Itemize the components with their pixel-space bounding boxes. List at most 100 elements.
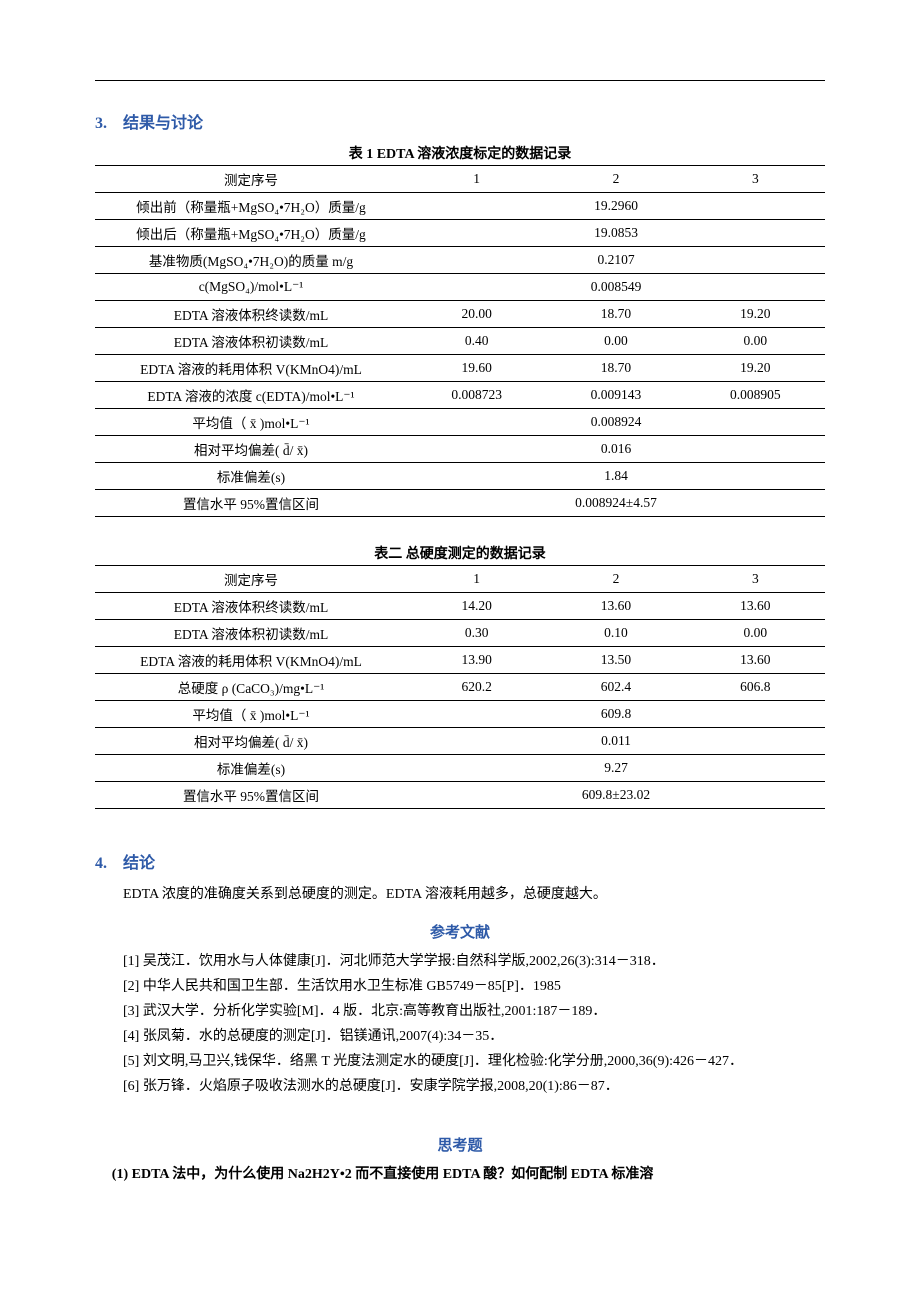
row-cell: 0.40 xyxy=(407,328,546,355)
table-row: 平均值（ x̄ )mol•L⁻¹0.008924 xyxy=(95,409,825,436)
table1-caption: 表 1 EDTA 溶液浓度标定的数据记录 xyxy=(95,143,825,163)
row-cell: 13.60 xyxy=(546,593,685,620)
table-row: 相对平均偏差( d̄/ x̄)0.011 xyxy=(95,728,825,755)
table-row: EDTA 溶液的耗用体积 V(KMnO4)/mL19.6018.7019.20 xyxy=(95,355,825,382)
section-4-heading: 4. 结论 xyxy=(95,849,825,873)
row-label: EDTA 溶液的浓度 c(EDTA)/mol•L⁻¹ xyxy=(95,382,407,409)
table-row: 倾出前（称量瓶+MgSO₄•7H₂O）质量/g19.2960 xyxy=(95,193,825,220)
table-row: 平均值（ x̄ )mol•L⁻¹609.8 xyxy=(95,701,825,728)
references-heading: 参考文献 xyxy=(95,921,825,942)
row-cell: 19.20 xyxy=(686,355,825,382)
row-label: 置信水平 95%置信区间 xyxy=(95,782,407,809)
section-3-heading: 3. 结果与讨论 xyxy=(95,109,825,133)
table2-header-c2: 2 xyxy=(546,566,685,593)
row-label: 标准偏差(s) xyxy=(95,463,407,490)
row-span-value: 1.84 xyxy=(407,463,825,490)
row-label: EDTA 溶液的耗用体积 V(KMnO4)/mL xyxy=(95,355,407,382)
row-span-value: 9.27 xyxy=(407,755,825,782)
row-cell: 18.70 xyxy=(546,355,685,382)
conclusion-text: EDTA 浓度的准确度关系到总硬度的测定。EDTA 溶液耗用越多，总硬度越大。 xyxy=(95,883,825,907)
row-span-value: 0.011 xyxy=(407,728,825,755)
row-cell: 602.4 xyxy=(546,674,685,701)
table1-header-c1: 1 xyxy=(407,166,546,193)
row-span-value: 19.0853 xyxy=(407,220,825,247)
row-cell: 0.00 xyxy=(686,328,825,355)
table2-caption: 表二 总硬度测定的数据记录 xyxy=(95,543,825,563)
row-span-value: 0.008549 xyxy=(407,274,825,301)
table-row: EDTA 溶液的耗用体积 V(KMnO4)/mL13.9013.5013.60 xyxy=(95,647,825,674)
row-span-value: 0.008924±4.57 xyxy=(407,490,825,517)
reference-item: [2] 中华人民共和国卫生部．生活饮用水卫生标准 GB5749－85[P]．19… xyxy=(95,975,825,998)
table-row: EDTA 溶液体积初读数/mL0.400.000.00 xyxy=(95,328,825,355)
reference-item: [6] 张万锋．火焰原子吸收法测水的总硬度[J]．安康学院学报,2008,20(… xyxy=(95,1075,825,1098)
table2: 测定序号 1 2 3 EDTA 溶液体积终读数/mL14.2013.6013.6… xyxy=(95,565,825,809)
table-row: EDTA 溶液体积终读数/mL14.2013.6013.60 xyxy=(95,593,825,620)
row-label: 相对平均偏差( d̄/ x̄) xyxy=(95,728,407,755)
row-cell: 606.8 xyxy=(686,674,825,701)
row-label: 标准偏差(s) xyxy=(95,755,407,782)
row-span-value: 19.2960 xyxy=(407,193,825,220)
table1-header-c3: 3 xyxy=(686,166,825,193)
row-label: 相对平均偏差( d̄/ x̄) xyxy=(95,436,407,463)
table-row: EDTA 溶液的浓度 c(EDTA)/mol•L⁻¹0.0087230.0091… xyxy=(95,382,825,409)
row-cell: 13.60 xyxy=(686,647,825,674)
table-row: 标准偏差(s)1.84 xyxy=(95,463,825,490)
table-row: 总硬度 ρ (CaCO₃)/mg•L⁻¹620.2602.4606.8 xyxy=(95,674,825,701)
section-3-title: 结果与讨论 xyxy=(123,115,203,132)
table-row: 置信水平 95%置信区间0.008924±4.57 xyxy=(95,490,825,517)
table2-header-label: 测定序号 xyxy=(95,566,407,593)
page: 3. 结果与讨论 表 1 EDTA 溶液浓度标定的数据记录 测定序号 1 2 3… xyxy=(0,0,920,1227)
row-label: 倾出后（称量瓶+MgSO₄•7H₂O）质量/g xyxy=(95,220,407,247)
row-label: 基准物质(MgSO₄•7H₂O)的质量 m/g xyxy=(95,247,407,274)
row-cell: 0.00 xyxy=(546,328,685,355)
table1: 测定序号 1 2 3 倾出前（称量瓶+MgSO₄•7H₂O）质量/g19.296… xyxy=(95,165,825,517)
table1-header-c2: 2 xyxy=(546,166,685,193)
reference-item: [3] 武汉大学．分析化学实验[M]．4 版．北京:高等教育出版社,2001:1… xyxy=(95,1000,825,1023)
section-3-num: 3. xyxy=(95,115,107,132)
row-label: EDTA 溶液体积终读数/mL xyxy=(95,301,407,328)
row-span-value: 609.8±23.02 xyxy=(407,782,825,809)
row-label: 平均值（ x̄ )mol•L⁻¹ xyxy=(95,701,407,728)
table-row: 标准偏差(s)9.27 xyxy=(95,755,825,782)
row-cell: 0.30 xyxy=(407,620,546,647)
table1-header-label: 测定序号 xyxy=(95,166,407,193)
row-cell: 20.00 xyxy=(407,301,546,328)
row-label: 平均值（ x̄ )mol•L⁻¹ xyxy=(95,409,407,436)
table-row: 基准物质(MgSO₄•7H₂O)的质量 m/g0.2107 xyxy=(95,247,825,274)
table2-header-c1: 1 xyxy=(407,566,546,593)
row-label: EDTA 溶液体积终读数/mL xyxy=(95,593,407,620)
question-1: (1) EDTA 法中，为什么使用 Na2H2Y•2 而不直接使用 EDTA 酸… xyxy=(95,1163,825,1187)
row-cell: 0.008723 xyxy=(407,382,546,409)
row-label: EDTA 溶液的耗用体积 V(KMnO4)/mL xyxy=(95,647,407,674)
table-row: EDTA 溶液体积终读数/mL20.0018.7019.20 xyxy=(95,301,825,328)
references-list: [1] 吴茂江．饮用水与人体健康[J]．河北师范大学学报:自然科学版,2002,… xyxy=(95,950,825,1099)
row-label: EDTA 溶液体积初读数/mL xyxy=(95,328,407,355)
top-rule xyxy=(95,80,825,81)
row-label: 总硬度 ρ (CaCO₃)/mg•L⁻¹ xyxy=(95,674,407,701)
section-4-num: 4. xyxy=(95,855,107,872)
table-row: 倾出后（称量瓶+MgSO₄•7H₂O）质量/g19.0853 xyxy=(95,220,825,247)
questions-heading: 思考题 xyxy=(95,1134,825,1155)
row-cell: 19.20 xyxy=(686,301,825,328)
row-span-value: 0.016 xyxy=(407,436,825,463)
row-cell: 0.008905 xyxy=(686,382,825,409)
row-label: 置信水平 95%置信区间 xyxy=(95,490,407,517)
row-span-value: 609.8 xyxy=(407,701,825,728)
row-cell: 18.70 xyxy=(546,301,685,328)
table-row: EDTA 溶液体积初读数/mL0.300.100.00 xyxy=(95,620,825,647)
row-cell: 19.60 xyxy=(407,355,546,382)
row-label: 倾出前（称量瓶+MgSO₄•7H₂O）质量/g xyxy=(95,193,407,220)
reference-item: [5] 刘文明,马卫兴,钱保华．络黑 T 光度法测定水的硬度[J]．理化检验:化… xyxy=(95,1050,825,1073)
table-row: 相对平均偏差( d̄/ x̄)0.016 xyxy=(95,436,825,463)
table2-header-c3: 3 xyxy=(686,566,825,593)
row-label: c(MgSO₄)/mol•L⁻¹ xyxy=(95,274,407,301)
reference-item: [4] 张凤菊．水的总硬度的测定[J]．铝镁通讯,2007(4):34－35． xyxy=(95,1025,825,1048)
row-cell: 13.50 xyxy=(546,647,685,674)
table-row: 置信水平 95%置信区间609.8±23.02 xyxy=(95,782,825,809)
section-4-title: 结论 xyxy=(123,855,155,872)
row-span-value: 0.008924 xyxy=(407,409,825,436)
table2-header-row: 测定序号 1 2 3 xyxy=(95,566,825,593)
reference-item: [1] 吴茂江．饮用水与人体健康[J]．河北师范大学学报:自然科学版,2002,… xyxy=(95,950,825,973)
row-cell: 13.60 xyxy=(686,593,825,620)
row-cell: 0.10 xyxy=(546,620,685,647)
